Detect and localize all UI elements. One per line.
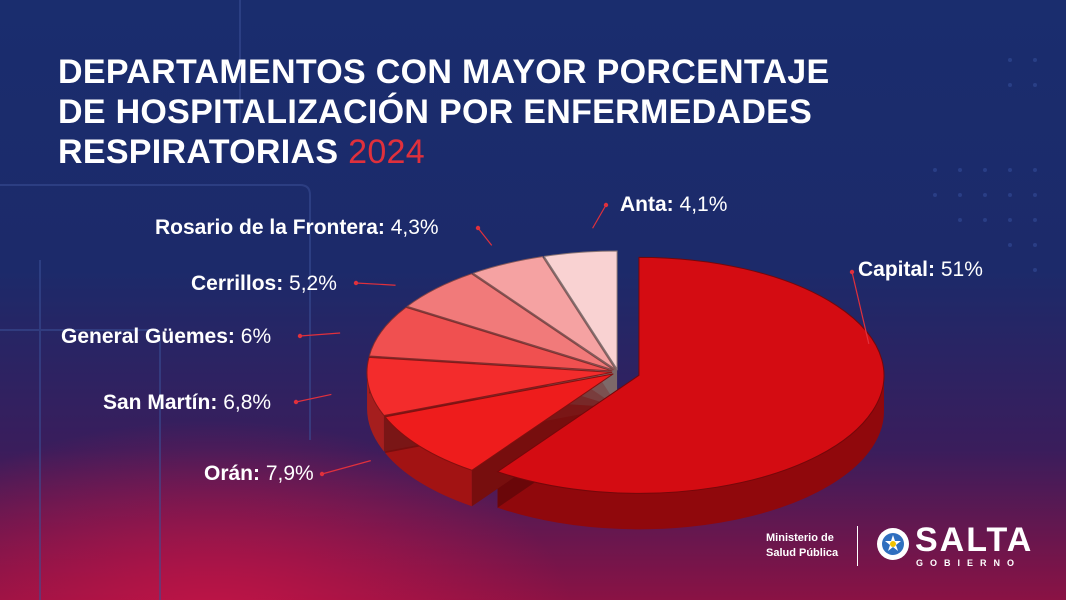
label-capital-value: 51%: [940, 258, 983, 281]
salta-sun-logo-icon: [877, 528, 909, 560]
pie-slice-anta: [543, 250, 618, 371]
title-line-3: RESPIRATORIAS 2024: [58, 132, 918, 172]
pie-slices: [366, 250, 885, 530]
footer-divider: [857, 526, 858, 566]
pie-slice-cerrillos: [406, 273, 614, 371]
ministry-line-1: Ministerio de: [766, 532, 834, 544]
title-line-1: DEPARTAMENTOS CON MAYOR PORCENTAJE: [58, 53, 830, 91]
salta-logo-subtext: GOBIERNO: [916, 558, 1022, 568]
chart-title: DEPARTAMENTOS CON MAYOR PORCENTAJE DE HO…: [58, 52, 918, 172]
leader-line-3: [299, 332, 341, 337]
leader-dot-1: [319, 471, 325, 477]
label-rosario: Rosario de la Frontera: 4,3%: [155, 216, 439, 239]
label-anta-name: Anta: [620, 193, 667, 216]
label-cerrillos-value: 5,2%: [289, 272, 337, 295]
leader-line-6: [592, 204, 607, 229]
label-san-martin-value: 6,8%: [223, 391, 272, 414]
label-oran: Orán: 7,9%: [204, 462, 314, 485]
slice-side-0: [497, 375, 884, 530]
label-general-guemes-name: General Güemes: [61, 325, 228, 348]
pie-slice-san-martin: [366, 356, 613, 417]
label-rosario-value: 4,3%: [390, 216, 439, 239]
leader-line-2: [295, 393, 332, 403]
ministry-line-2: Salud Pública: [766, 547, 839, 559]
label-cerrillos: Cerrillos: 5,2%: [191, 272, 337, 295]
pie-slice-rosario-de-la-frontera: [472, 256, 616, 370]
leader-line-0: [851, 271, 870, 345]
title-line-3-text: RESPIRATORIAS: [58, 133, 339, 171]
title-line-2: DE HOSPITALIZACIÓN POR ENFERMEDADES: [58, 93, 813, 131]
label-oran-name: Orán: [204, 462, 254, 485]
label-san-martin: San Martín: 6,8%: [103, 391, 272, 414]
label-oran-value: 7,9%: [265, 462, 314, 485]
label-capital: Capital: 51%: [858, 258, 983, 281]
label-cerrillos-name: Cerrillos: [191, 272, 277, 295]
label-anta-value: 4,1%: [679, 193, 728, 216]
leader-dot-2: [293, 399, 299, 405]
label-general-guemes: General Güemes: 6%: [61, 325, 272, 348]
slice-side-2: [367, 372, 384, 452]
label-rosario-name: Rosario de la Frontera: [155, 216, 378, 239]
pie-slice-capital: [496, 256, 885, 494]
leader-dot-5: [475, 225, 481, 231]
leader-line-4: [355, 282, 396, 286]
salta-logo-text: SALTA: [915, 521, 1034, 559]
leader-dot-6: [603, 202, 609, 208]
leader-line-5: [477, 227, 493, 246]
leader-dot-3: [297, 333, 303, 339]
label-general-guemes-value: 6%: [240, 325, 272, 348]
leader-line-1: [321, 460, 371, 475]
pie-slice-oran: [384, 373, 614, 471]
ministry-label: Ministerio de Salud Pública: [766, 531, 838, 561]
leader-dot-0: [849, 269, 855, 275]
pie-slice-general-guemes: [368, 306, 613, 372]
label-capital-name: Capital: [858, 258, 929, 281]
title-year: 2024: [348, 133, 425, 171]
label-san-martin-name: San Martín: [103, 391, 211, 414]
leader-dot-4: [353, 280, 359, 286]
label-anta: Anta: 4,1%: [620, 193, 728, 216]
